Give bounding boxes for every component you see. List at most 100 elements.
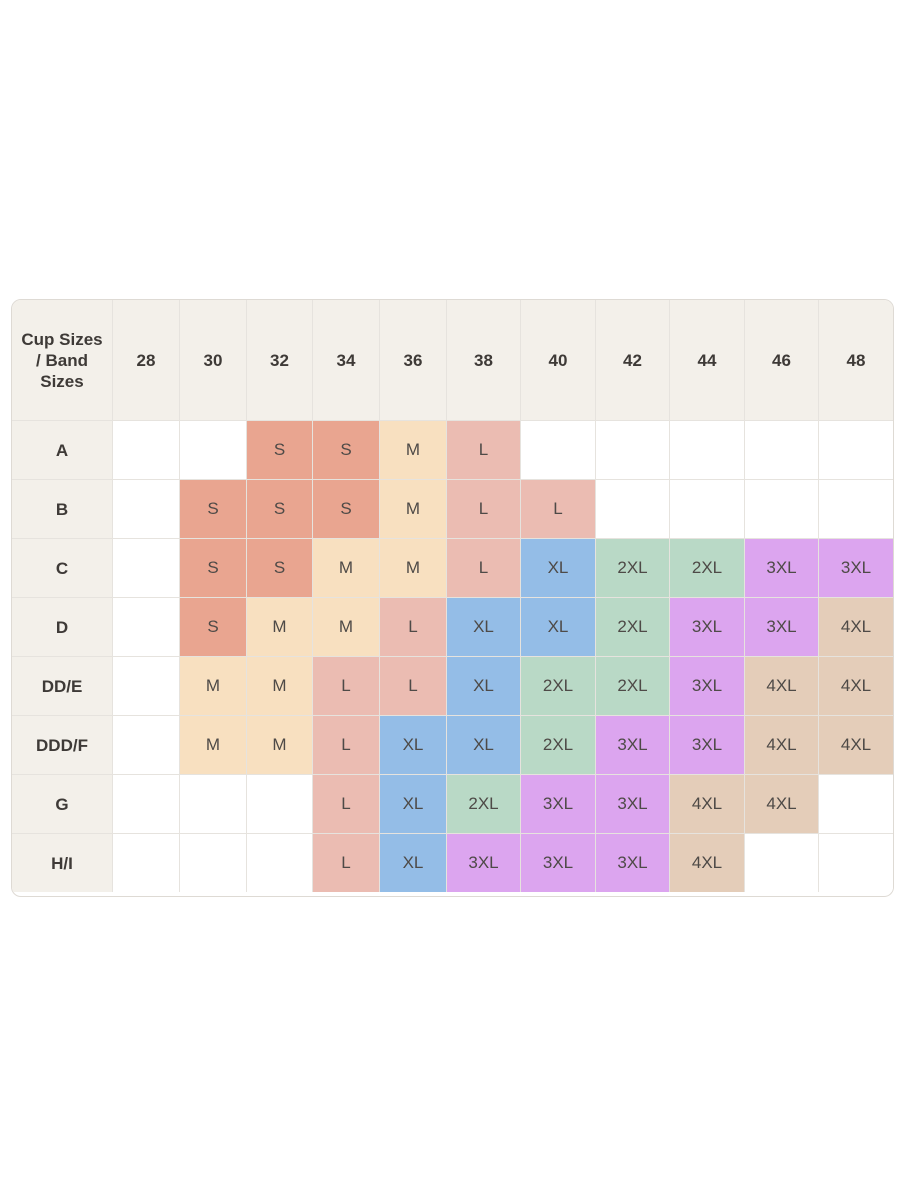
- cup-size-label: A: [12, 421, 113, 480]
- size-cell: L: [521, 480, 596, 539]
- size-cell: 3XL: [521, 775, 596, 834]
- size-cell: 4XL: [745, 775, 819, 834]
- size-cell: 2XL: [447, 775, 521, 834]
- size-cell: 3XL: [819, 539, 893, 598]
- cup-size-label: G: [12, 775, 113, 834]
- band-size-header: 40: [521, 300, 596, 421]
- size-cell: S: [247, 539, 313, 598]
- size-chart-table: Cup Sizes / Band Sizes 28 30 32 34 36 38 40 42 44…: [11, 299, 894, 897]
- size-cell: 4XL: [670, 775, 745, 834]
- size-cell: 3XL: [670, 716, 745, 775]
- size-grid: Cup Sizes / Band Sizes 28 30 32 34 36 38 40 42 44…: [12, 300, 893, 896]
- empty-cell: [819, 834, 893, 892]
- size-cell: M: [180, 716, 247, 775]
- cup-size-label: D: [12, 598, 113, 657]
- size-cell: XL: [521, 539, 596, 598]
- empty-cell: [113, 775, 180, 834]
- empty-cell: [113, 539, 180, 598]
- size-cell: S: [180, 598, 247, 657]
- size-cell: M: [380, 480, 447, 539]
- cup-size-label: H/I: [12, 834, 113, 892]
- size-cell: M: [313, 539, 380, 598]
- size-cell: L: [380, 598, 447, 657]
- empty-cell: [819, 480, 893, 539]
- size-cell: L: [380, 657, 447, 716]
- size-cell: XL: [380, 775, 447, 834]
- empty-cell: [596, 480, 670, 539]
- band-size-header: 30: [180, 300, 247, 421]
- size-cell: M: [313, 598, 380, 657]
- size-cell: S: [313, 421, 380, 480]
- size-cell: M: [180, 657, 247, 716]
- empty-cell: [180, 421, 247, 480]
- cup-size-label: B: [12, 480, 113, 539]
- empty-cell: [247, 834, 313, 892]
- empty-cell: [180, 834, 247, 892]
- size-cell: L: [313, 657, 380, 716]
- size-cell: 3XL: [596, 775, 670, 834]
- size-cell: 3XL: [745, 539, 819, 598]
- size-cell: M: [380, 421, 447, 480]
- size-cell: S: [247, 480, 313, 539]
- empty-cell: [670, 480, 745, 539]
- size-cell: S: [313, 480, 380, 539]
- size-cell: L: [447, 421, 521, 480]
- band-size-header: 42: [596, 300, 670, 421]
- band-size-header: 46: [745, 300, 819, 421]
- size-cell: 4XL: [819, 598, 893, 657]
- empty-cell: [596, 421, 670, 480]
- band-size-header: 32: [247, 300, 313, 421]
- corner-header: Cup Sizes / Band Sizes: [12, 300, 113, 421]
- empty-cell: [819, 421, 893, 480]
- empty-cell: [113, 421, 180, 480]
- empty-cell: [745, 421, 819, 480]
- size-cell: L: [313, 716, 380, 775]
- cup-size-label: DDD/F: [12, 716, 113, 775]
- size-cell: XL: [380, 834, 447, 892]
- size-cell: M: [247, 716, 313, 775]
- size-cell: 3XL: [596, 716, 670, 775]
- size-cell: 2XL: [521, 657, 596, 716]
- size-cell: M: [247, 598, 313, 657]
- empty-cell: [113, 834, 180, 892]
- size-cell: L: [313, 775, 380, 834]
- empty-cell: [113, 716, 180, 775]
- empty-cell: [819, 775, 893, 834]
- size-cell: 4XL: [670, 834, 745, 892]
- size-cell: S: [180, 539, 247, 598]
- size-cell: 3XL: [670, 657, 745, 716]
- size-cell: 4XL: [745, 716, 819, 775]
- empty-cell: [521, 421, 596, 480]
- size-cell: S: [180, 480, 247, 539]
- size-cell: L: [447, 480, 521, 539]
- size-cell: 4XL: [819, 716, 893, 775]
- band-size-header: 28: [113, 300, 180, 421]
- size-cell: 2XL: [670, 539, 745, 598]
- band-size-header: 48: [819, 300, 893, 421]
- size-cell: XL: [447, 657, 521, 716]
- band-size-header: 44: [670, 300, 745, 421]
- band-size-header: 36: [380, 300, 447, 421]
- size-cell: 3XL: [670, 598, 745, 657]
- cup-size-label: C: [12, 539, 113, 598]
- size-cell: 3XL: [745, 598, 819, 657]
- size-cell: L: [447, 539, 521, 598]
- band-size-header: 38: [447, 300, 521, 421]
- size-cell: XL: [380, 716, 447, 775]
- empty-cell: [180, 775, 247, 834]
- empty-cell: [247, 775, 313, 834]
- size-cell: 3XL: [447, 834, 521, 892]
- size-cell: 4XL: [819, 657, 893, 716]
- size-cell: S: [247, 421, 313, 480]
- size-cell: 2XL: [596, 598, 670, 657]
- cup-size-label: DD/E: [12, 657, 113, 716]
- size-cell: 3XL: [521, 834, 596, 892]
- size-cell: 4XL: [745, 657, 819, 716]
- empty-cell: [113, 480, 180, 539]
- band-size-header: 34: [313, 300, 380, 421]
- size-cell: 2XL: [596, 657, 670, 716]
- size-cell: 2XL: [521, 716, 596, 775]
- size-cell: 2XL: [596, 539, 670, 598]
- size-cell: 3XL: [596, 834, 670, 892]
- empty-cell: [745, 834, 819, 892]
